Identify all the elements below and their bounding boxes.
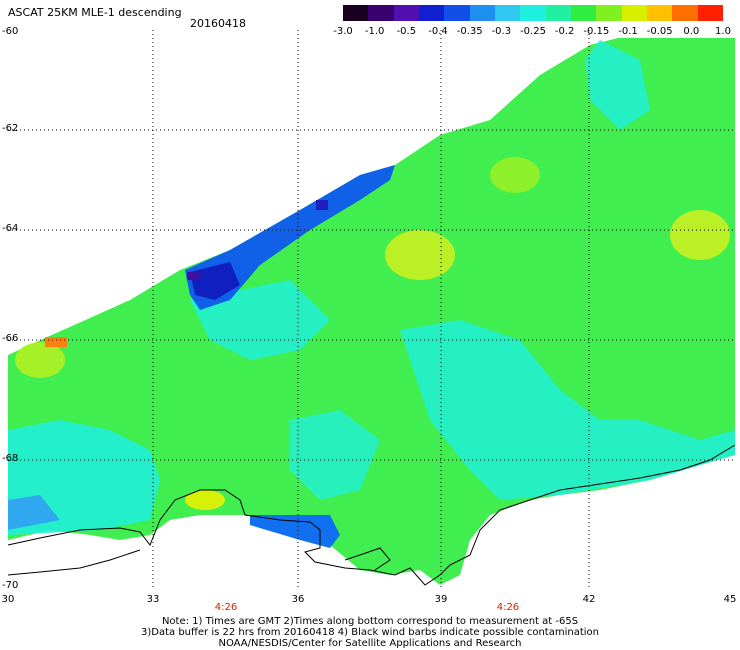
color-scale-segment: [570, 5, 597, 21]
color-scale-label: -0.05: [646, 26, 673, 37]
time-label: 4:26: [214, 602, 238, 613]
color-scale-segment: [494, 5, 521, 21]
color-scale-segment: [646, 5, 673, 21]
lat-label: -64: [2, 223, 19, 234]
color-scale-label: -0.15: [583, 26, 610, 37]
color-scale-label: -1.0: [364, 26, 385, 37]
swath-cyan-region: [585, 40, 650, 130]
swath-purple-spot: [316, 200, 328, 210]
lon-label: 45: [723, 594, 737, 605]
lon-label: 30: [1, 594, 15, 605]
lat-label: -60: [2, 26, 19, 37]
color-scale-label: -0.25: [520, 26, 546, 37]
swath-dark-blue-spot: [190, 262, 240, 300]
color-scale-label: 1.0: [715, 26, 731, 37]
swath-orange-spot: [45, 337, 67, 347]
color-scale-label: 0.0: [683, 26, 700, 37]
swath-purple-spot: [187, 272, 199, 280]
swath-blue-coast: [8, 495, 60, 530]
map-date: 20160418: [190, 17, 246, 30]
coastline: [344, 547, 391, 571]
color-scale-segment: [697, 5, 723, 21]
swath-cyan-region: [400, 320, 735, 500]
color-scale-segment: [418, 5, 445, 21]
lat-label: -70: [2, 580, 19, 591]
color-scale-segment: [545, 5, 571, 21]
footer-note-line2: 3)Data buffer is 22 hrs from 20160418 4)…: [141, 627, 599, 638]
color-scale-label: -0.5: [396, 26, 417, 37]
color-scale-segment: [469, 5, 495, 21]
color-scale-segment: [596, 5, 622, 21]
swath-yellow-region: [185, 490, 225, 510]
color-scale-segment: [520, 5, 546, 21]
color-scale-label: -0.2: [554, 26, 575, 37]
color-scale-segment: [621, 5, 647, 21]
color-scale-label: -0.3: [491, 26, 512, 37]
color-scale-label: -0.35: [456, 26, 483, 37]
color-scale-label: -0.4: [428, 26, 448, 37]
color-scale-segment: [368, 5, 394, 21]
swath-blue-edge: [185, 165, 395, 310]
swath-yellow-region: [385, 230, 455, 280]
coastline: [7, 549, 141, 576]
map-title: ASCAT 25KM MLE-1 descending: [8, 6, 182, 19]
footer-credit: NOAA/NESDIS/Center for Satellite Applica…: [218, 638, 522, 649]
color-scale-label: -3.0: [333, 26, 353, 37]
time-label: 4:26: [496, 602, 520, 613]
swath-yellow-region: [15, 342, 65, 378]
swath-yellow-region: [490, 157, 540, 193]
lat-label: -62: [2, 123, 19, 134]
coastline: [7, 444, 736, 586]
lon-label: 33: [146, 594, 160, 605]
color-scale-segment: [444, 5, 470, 21]
color-scale-bar: [343, 5, 723, 21]
footer-note-line1: Note: 1) Times are GMT 2)Times along bot…: [161, 616, 579, 627]
color-scale-segment: [672, 5, 698, 21]
swath-cyan-region: [290, 410, 380, 500]
lat-label: -68: [2, 453, 19, 464]
swath-yellow-region: [670, 210, 730, 260]
color-scale-segment: [393, 5, 419, 21]
swath-blue-coast: [250, 515, 340, 548]
lon-label: 39: [434, 594, 448, 605]
lon-label: 36: [291, 594, 305, 605]
color-scale-segment: [343, 5, 369, 21]
color-scale-label: -0.1: [618, 26, 638, 37]
lon-label: 42: [582, 594, 596, 605]
lat-label: -66: [2, 333, 19, 344]
